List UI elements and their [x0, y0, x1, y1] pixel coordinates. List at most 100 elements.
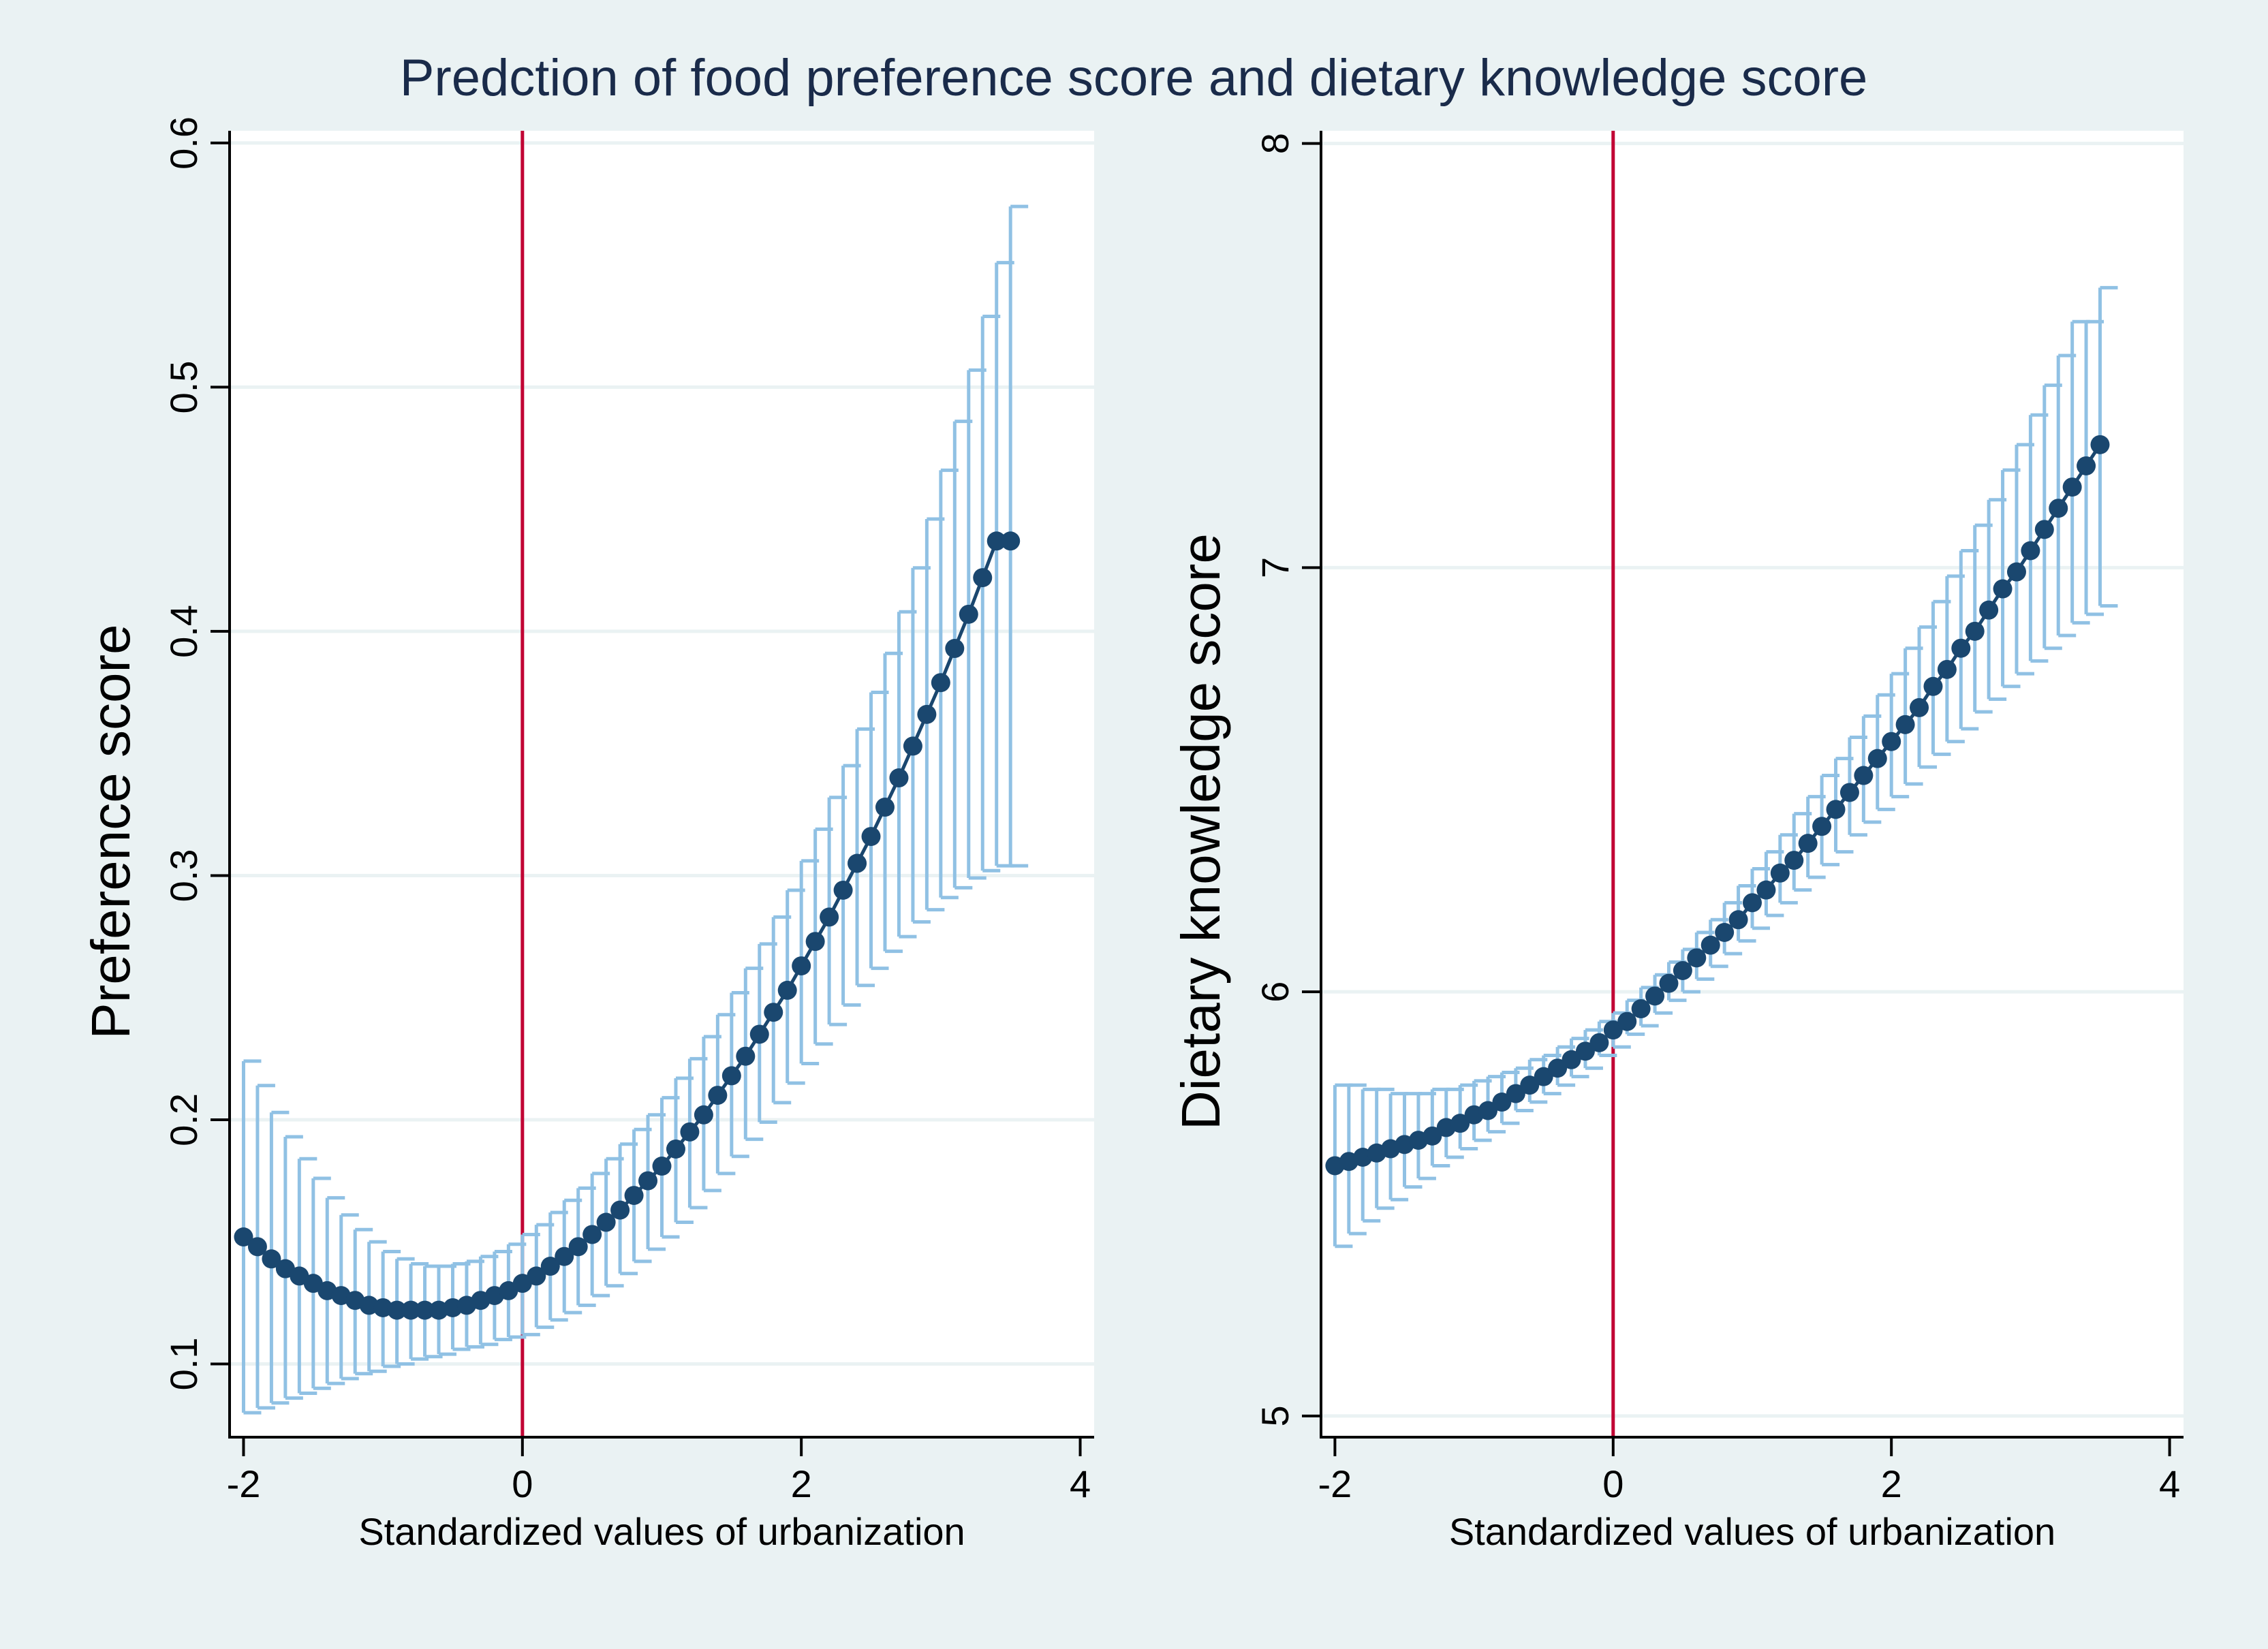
y-tick-label: 8	[1254, 133, 1296, 154]
data-point	[973, 568, 993, 588]
y-tick-label: 0.6	[162, 116, 205, 170]
data-point	[2090, 435, 2110, 454]
data-point	[1645, 986, 1665, 1006]
data-point	[861, 827, 881, 847]
data-point	[1756, 880, 1776, 900]
y-axis-label: Dietary knowledge score	[1170, 533, 1231, 1130]
x-tick-label: 4	[2159, 1462, 2180, 1505]
data-point	[624, 1186, 644, 1206]
data-point	[568, 1237, 588, 1257]
plot-area	[1321, 131, 2184, 1437]
data-point	[1951, 638, 1971, 658]
y-tick-label: 5	[1254, 1405, 1296, 1426]
data-point	[917, 704, 937, 724]
data-point	[1867, 749, 1887, 768]
data-point	[1965, 621, 1985, 641]
data-point	[1728, 910, 1748, 930]
data-point	[262, 1249, 281, 1269]
data-point	[1659, 973, 1679, 993]
data-point	[652, 1157, 672, 1176]
plot-area	[230, 131, 1094, 1437]
data-point	[1770, 863, 1790, 883]
y-tick-label: 0.3	[162, 849, 205, 902]
data-point	[875, 798, 895, 817]
data-point	[1882, 732, 1901, 751]
data-point	[1687, 948, 1707, 968]
data-point	[1910, 697, 1929, 717]
data-point	[247, 1237, 267, 1257]
data-point	[931, 673, 950, 693]
data-point	[1715, 922, 1735, 942]
data-point	[1839, 783, 1859, 802]
data-point	[2077, 456, 2096, 475]
data-point	[708, 1086, 728, 1105]
data-point	[387, 1300, 407, 1320]
y-tick-label: 0.4	[162, 605, 205, 658]
data-point	[2034, 520, 2054, 539]
data-point	[1631, 999, 1651, 1019]
data-point	[527, 1266, 546, 1286]
data-point	[1617, 1011, 1637, 1031]
data-point	[415, 1300, 435, 1320]
markers	[234, 531, 1021, 1320]
y-axis-label: Preference score	[80, 624, 141, 1039]
data-point	[666, 1139, 685, 1159]
data-point	[1603, 1020, 1623, 1040]
data-point	[1478, 1101, 1498, 1120]
chart-title: Predction of food preference score and d…	[400, 49, 1868, 107]
data-point	[1937, 659, 1957, 679]
data-point	[1979, 600, 1999, 620]
x-tick-label: 0	[1602, 1462, 1624, 1505]
data-point	[1492, 1093, 1512, 1112]
data-point	[610, 1200, 630, 1220]
data-point	[1534, 1067, 1553, 1086]
panel-2: -2 0 2 4 5 6 7 8 Standardized values of urbaniza…	[1170, 131, 2184, 1553]
markers	[1325, 435, 2110, 1176]
data-point	[555, 1246, 574, 1266]
x-tick-label: -2	[227, 1462, 261, 1505]
data-point	[1562, 1050, 1581, 1069]
data-point	[1506, 1084, 1525, 1103]
data-point	[749, 1024, 769, 1044]
data-point	[777, 980, 797, 1000]
data-point	[596, 1212, 616, 1232]
data-point	[2062, 477, 2082, 497]
data-point	[1993, 579, 2013, 599]
data-point	[1589, 1033, 1609, 1052]
data-point	[903, 736, 922, 756]
data-point	[680, 1122, 700, 1142]
data-point	[959, 604, 978, 624]
data-point	[848, 853, 867, 873]
data-point	[638, 1171, 658, 1191]
x-tick-label: 2	[791, 1462, 812, 1505]
x-axis-label: Standardized values of urbanization	[358, 1510, 965, 1553]
data-point	[2006, 562, 2026, 582]
data-point	[820, 907, 839, 927]
data-point	[1854, 766, 1874, 785]
x-tick-label: -2	[1318, 1462, 1352, 1505]
data-point	[1548, 1058, 1568, 1078]
y-tick-label: 6	[1254, 981, 1296, 1003]
data-point	[764, 1003, 783, 1022]
data-point	[1923, 676, 1943, 696]
x-axis-label: Standardized values of urbanization	[1449, 1510, 2055, 1553]
data-point	[1450, 1114, 1470, 1133]
data-point	[1575, 1041, 1595, 1061]
data-point	[792, 956, 811, 976]
data-point	[2049, 499, 2068, 518]
data-point	[1673, 961, 1692, 980]
data-point	[1520, 1075, 1540, 1095]
data-point	[945, 639, 965, 659]
data-point	[721, 1066, 741, 1086]
x-tick-label: 4	[1070, 1462, 1091, 1505]
panel-1: -2 0 2 4 0.1 0.2 0.3 0.4 0.5 0.6 Standardized valu…	[80, 116, 1094, 1553]
data-point	[736, 1046, 756, 1066]
data-point	[1826, 800, 1846, 819]
y-tick-label: 7	[1254, 557, 1296, 578]
data-point	[1001, 531, 1021, 551]
data-point	[694, 1105, 713, 1125]
data-point	[401, 1300, 421, 1320]
data-point	[1743, 893, 1762, 913]
